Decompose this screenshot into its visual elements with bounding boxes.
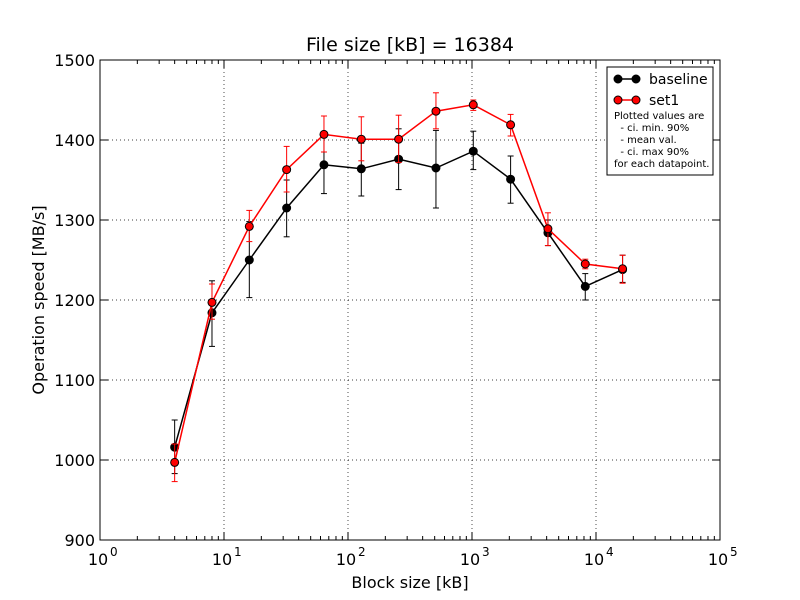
x-tick-label: 10 bbox=[88, 550, 108, 569]
axis-ticks: 10 0 10 1 10 2 10 3 10 4 10 59001000110012001300140… bbox=[54, 51, 737, 569]
y-tick-label: 900 bbox=[64, 531, 95, 550]
data-point-baseline bbox=[468, 146, 478, 156]
y-tick-label: 1100 bbox=[54, 371, 95, 390]
data-point-baseline bbox=[506, 174, 516, 184]
data-point-baseline bbox=[356, 164, 366, 174]
y-tick-label: 1000 bbox=[54, 451, 95, 470]
legend-marker-baseline bbox=[613, 74, 623, 84]
x-tick-label-exponent: 0 bbox=[110, 545, 118, 559]
legend-label-baseline: baseline bbox=[649, 72, 708, 88]
chart-title: File size [kB] = 16384 bbox=[306, 34, 514, 56]
series-set1 bbox=[170, 92, 628, 483]
data-point-set1 bbox=[580, 259, 590, 269]
x-tick-label: 10 bbox=[708, 550, 728, 569]
legend-marker-baseline bbox=[631, 74, 641, 84]
data-point-baseline bbox=[282, 203, 292, 213]
y-tick-label: 1300 bbox=[54, 211, 95, 230]
data-point-set1 bbox=[431, 106, 441, 116]
legend-note-line: - ci. max 90% bbox=[614, 147, 689, 158]
data-point-baseline bbox=[319, 160, 329, 170]
x-tick-label: 10 bbox=[336, 550, 356, 569]
x-tick-label-exponent: 4 bbox=[606, 545, 614, 559]
data-point-set1 bbox=[356, 134, 366, 144]
data-point-set1 bbox=[468, 100, 478, 110]
x-tick-label-exponent: 1 bbox=[234, 545, 242, 559]
data-point-set1 bbox=[207, 297, 217, 307]
data-point-set1 bbox=[170, 457, 180, 467]
x-tick-label-exponent: 5 bbox=[730, 545, 738, 559]
legend-box bbox=[606, 66, 714, 176]
data-point-baseline bbox=[244, 255, 254, 265]
data-point-set1 bbox=[282, 165, 292, 175]
data-point-set1 bbox=[244, 221, 254, 231]
legend-marker-set1 bbox=[613, 95, 623, 105]
data-point-set1 bbox=[618, 264, 628, 274]
y-axis-title: Operation speed [MB/s] bbox=[29, 205, 48, 394]
data-point-set1 bbox=[319, 129, 329, 139]
x-tick-label-exponent: 2 bbox=[358, 545, 366, 559]
y-tick-label: 1500 bbox=[54, 51, 95, 70]
y-tick-label: 1400 bbox=[54, 131, 95, 150]
x-tick-label-exponent: 3 bbox=[482, 545, 490, 559]
y-tick-label: 1200 bbox=[54, 291, 95, 310]
legend-note-line: Plotted values are bbox=[614, 111, 704, 122]
x-tick-label: 10 bbox=[212, 550, 232, 569]
legend-note-line: - ci. min. 90% bbox=[614, 123, 689, 134]
legend: baseline set1 Plotted values are - ci. m… bbox=[606, 66, 714, 176]
data-point-set1 bbox=[394, 134, 404, 144]
x-tick-label: 10 bbox=[584, 550, 604, 569]
legend-label-set1: set1 bbox=[649, 93, 679, 109]
legend-note-line: for each datapoint. bbox=[614, 159, 709, 170]
data-point-set1 bbox=[506, 120, 516, 130]
legend-marker-set1 bbox=[631, 95, 641, 105]
x-tick-label: 10 bbox=[460, 550, 480, 569]
data-point-baseline bbox=[580, 281, 590, 291]
data-point-baseline bbox=[431, 163, 441, 173]
data-point-set1 bbox=[543, 224, 553, 234]
x-axis-title: Block size [kB] bbox=[351, 573, 468, 592]
legend-note-line: - mean val. bbox=[614, 135, 677, 146]
plot-series bbox=[170, 92, 628, 483]
